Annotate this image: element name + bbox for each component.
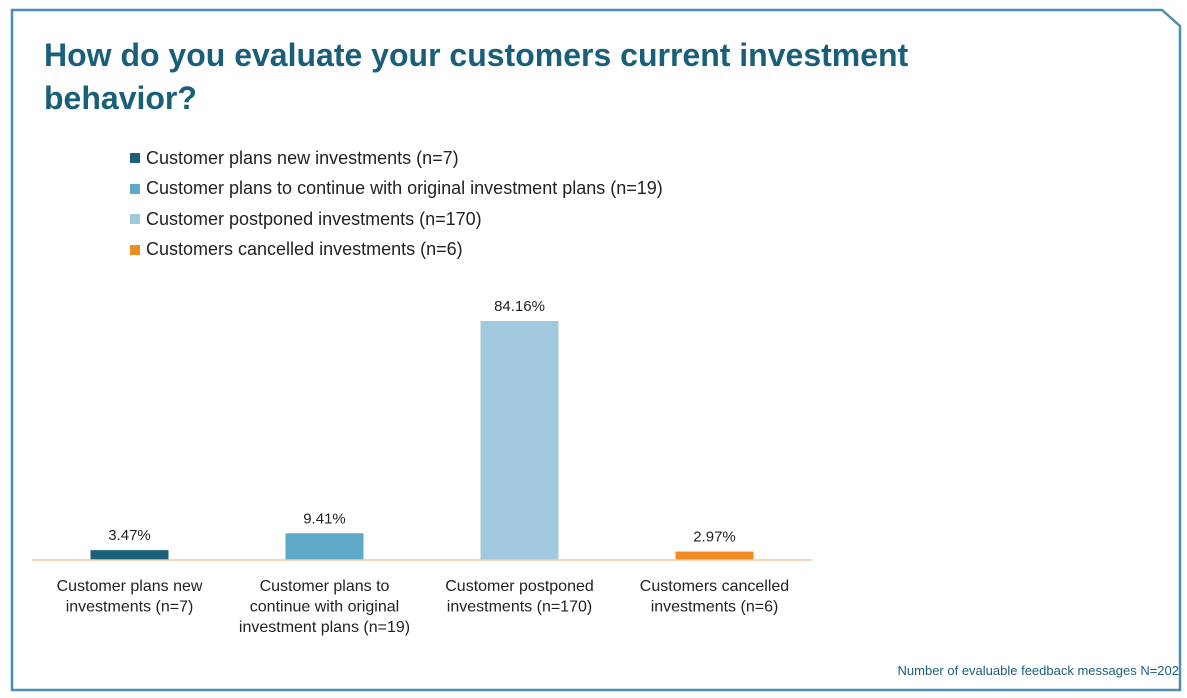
footnote: Number of evaluable feedback messages N=… xyxy=(897,663,1179,678)
legend-label: Customers cancelled investments (n=6) xyxy=(146,239,463,260)
legend-label: Customer postponed investments (n=170) xyxy=(146,208,482,229)
x-tick-label: investments (n=7) xyxy=(66,599,194,616)
data-label: 84.16% xyxy=(494,298,545,315)
x-tick-label: Customer plans to xyxy=(260,578,390,595)
data-label: 3.47% xyxy=(108,527,151,544)
legend-swatch xyxy=(130,214,140,225)
bar xyxy=(285,533,364,560)
x-tick-label: investments (n=170) xyxy=(447,599,592,616)
x-tick-label: investment plans (n=19) xyxy=(239,619,410,636)
legend-swatch xyxy=(130,244,140,255)
legend-item: Customer plans to continue with original… xyxy=(130,174,663,205)
page-title: How do you evaluate your customers curre… xyxy=(44,37,909,116)
legend-swatch xyxy=(130,183,140,194)
x-tick-label: continue with original xyxy=(250,599,399,616)
x-tick-label: investments (n=6) xyxy=(651,599,779,616)
bar xyxy=(480,321,559,560)
data-label: 9.41% xyxy=(303,510,346,527)
legend-item: Customer postponed investments (n=170) xyxy=(130,204,663,235)
x-tick-label: Customers cancelled xyxy=(640,578,789,595)
data-label: 2.97% xyxy=(693,529,736,546)
legend-label: Customer plans new investments (n=7) xyxy=(146,147,459,168)
chart-legend: Customer plans new investments (n=7) Cus… xyxy=(130,143,663,265)
bar xyxy=(675,551,754,560)
legend-item: Customer plans new investments (n=7) xyxy=(130,143,663,174)
x-tick-label: Customer plans new xyxy=(57,578,203,595)
legend-swatch xyxy=(130,153,140,164)
x-tick-label: Customer postponed xyxy=(445,578,594,595)
bar xyxy=(90,550,169,560)
legend-label: Customer plans to continue with original… xyxy=(146,178,663,199)
legend-item: Customers cancelled investments (n=6) xyxy=(130,235,663,266)
